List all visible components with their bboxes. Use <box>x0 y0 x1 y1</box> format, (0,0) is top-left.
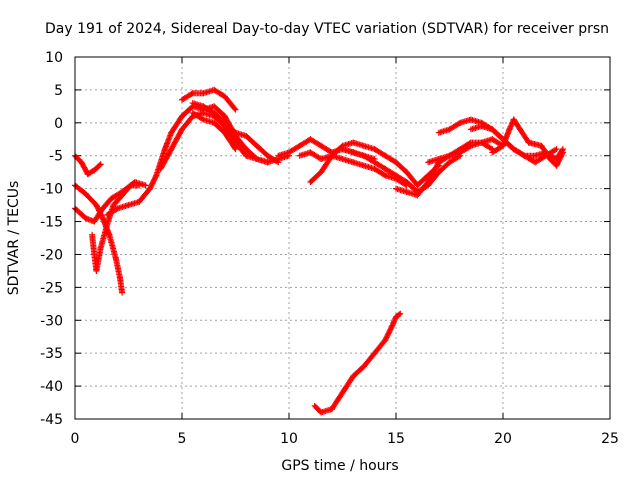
y-tick-label: 5 <box>54 83 63 99</box>
x-tick-label: 25 <box>601 431 619 447</box>
data-marker-segment <box>360 350 378 370</box>
x-tick-label: 10 <box>280 431 298 447</box>
data-marker-segment <box>328 389 346 413</box>
data-marker-segment <box>425 159 442 186</box>
series-arc-13 <box>339 146 464 195</box>
axis-ticks: 0 5 10 15 20 25 10 5 0 -5 -10 -15 -20 -25 -30 -35 -40 -45 <box>40 50 619 447</box>
y-tick-label: -40 <box>40 379 63 395</box>
data-marker-segment <box>253 142 271 159</box>
data-marker-segment <box>350 363 367 380</box>
data-marker-segment <box>146 172 160 192</box>
data-marker-segment <box>91 161 104 174</box>
y-tick-label: -20 <box>40 247 63 263</box>
data-marker-segment <box>435 159 453 176</box>
data-marker-segment <box>221 123 239 146</box>
data-marker-segment <box>106 231 119 261</box>
data-marker-segment <box>168 126 185 153</box>
data-marker-segment <box>414 172 432 189</box>
x-tick-label: 15 <box>387 431 405 447</box>
y-tick-label: 0 <box>54 116 63 132</box>
x-tick-label: 20 <box>494 431 512 447</box>
data-marker-segment <box>318 152 335 176</box>
data-marker-segment <box>131 179 149 189</box>
y-tick-label: -5 <box>49 149 63 165</box>
data-marker-segment <box>393 175 410 189</box>
data-marker-segment <box>382 323 395 344</box>
y-tick-label: -30 <box>40 313 63 329</box>
data-marker-segment <box>553 149 566 169</box>
series-arc-11 <box>296 149 410 189</box>
data-marker-segment <box>478 139 496 153</box>
y-axis-label: SDTVAR / TECUs <box>6 181 22 296</box>
data-marker-segment <box>275 152 292 163</box>
data-marker-segment <box>446 152 464 166</box>
series-arc-7 <box>179 86 239 113</box>
data-marker-segment <box>157 146 175 172</box>
series-arc-6 <box>157 109 271 172</box>
x-tick-label: 0 <box>71 431 80 447</box>
series-arc-18 <box>489 116 566 169</box>
data-marker-segment <box>371 337 389 357</box>
data-marker-segment <box>99 195 115 212</box>
series-arc-15 <box>425 139 496 166</box>
grid-layer <box>75 57 610 419</box>
data-marker-segment <box>243 132 260 149</box>
data-marker-segment <box>489 126 506 143</box>
y-tick-label: 10 <box>45 50 63 66</box>
data-marker-segment <box>328 142 346 159</box>
data-marker-segment <box>211 103 228 120</box>
data-marker-segment <box>110 192 126 209</box>
series-arc-2 <box>72 182 126 296</box>
data-marker-segment <box>112 254 123 281</box>
data-marker-segment <box>136 185 153 205</box>
plot-frame <box>74 56 611 420</box>
data-marker-segment <box>211 113 228 130</box>
data-marker-segment <box>232 139 250 159</box>
y-tick-label: -35 <box>40 346 63 362</box>
series-arc-19 <box>311 310 404 416</box>
y-tick-label: -45 <box>40 412 63 428</box>
data-marker-segment <box>221 93 239 113</box>
series-arc-8 <box>189 100 282 166</box>
x-tick-label: 5 <box>178 431 187 447</box>
chart-title: Day 191 of 2024, Sidereal Day-to-day VTE… <box>45 21 609 37</box>
series-arc-9 <box>189 109 239 153</box>
data-series <box>72 86 566 416</box>
data-marker-segment <box>414 179 432 199</box>
x-axis-label: GPS time / hours <box>281 458 398 474</box>
data-marker-segment <box>393 159 410 176</box>
data-marker-segment <box>179 113 196 133</box>
series-arc-12 <box>307 139 442 189</box>
data-marker-segment <box>538 142 554 163</box>
data-marker-segment <box>232 132 250 153</box>
data-marker-segment <box>211 119 228 136</box>
data-marker-segment <box>116 274 126 296</box>
series-arc-17 <box>467 123 566 163</box>
data-marker-segment <box>264 152 282 166</box>
data-marker-segment <box>91 205 106 225</box>
series-arc-3 <box>89 182 143 274</box>
data-marker-segment <box>221 119 239 136</box>
data-marker-segment <box>517 126 532 146</box>
data-marker-segment <box>393 310 404 320</box>
y-tick-label: -15 <box>40 215 63 231</box>
data-marker-segment <box>89 231 98 258</box>
data-marker-segment <box>253 156 271 166</box>
y-tick-label: -10 <box>40 182 63 198</box>
data-marker-segment <box>82 190 100 209</box>
data-marker-segment <box>307 169 325 186</box>
data-marker-segment <box>211 109 228 126</box>
data-marker-segment <box>221 129 239 153</box>
data-marker-segment <box>168 113 185 136</box>
data-marker-segment <box>339 373 357 396</box>
series-arc-1 <box>72 152 104 178</box>
y-tick-label: -25 <box>40 280 63 296</box>
series-arc-5 <box>104 103 292 218</box>
